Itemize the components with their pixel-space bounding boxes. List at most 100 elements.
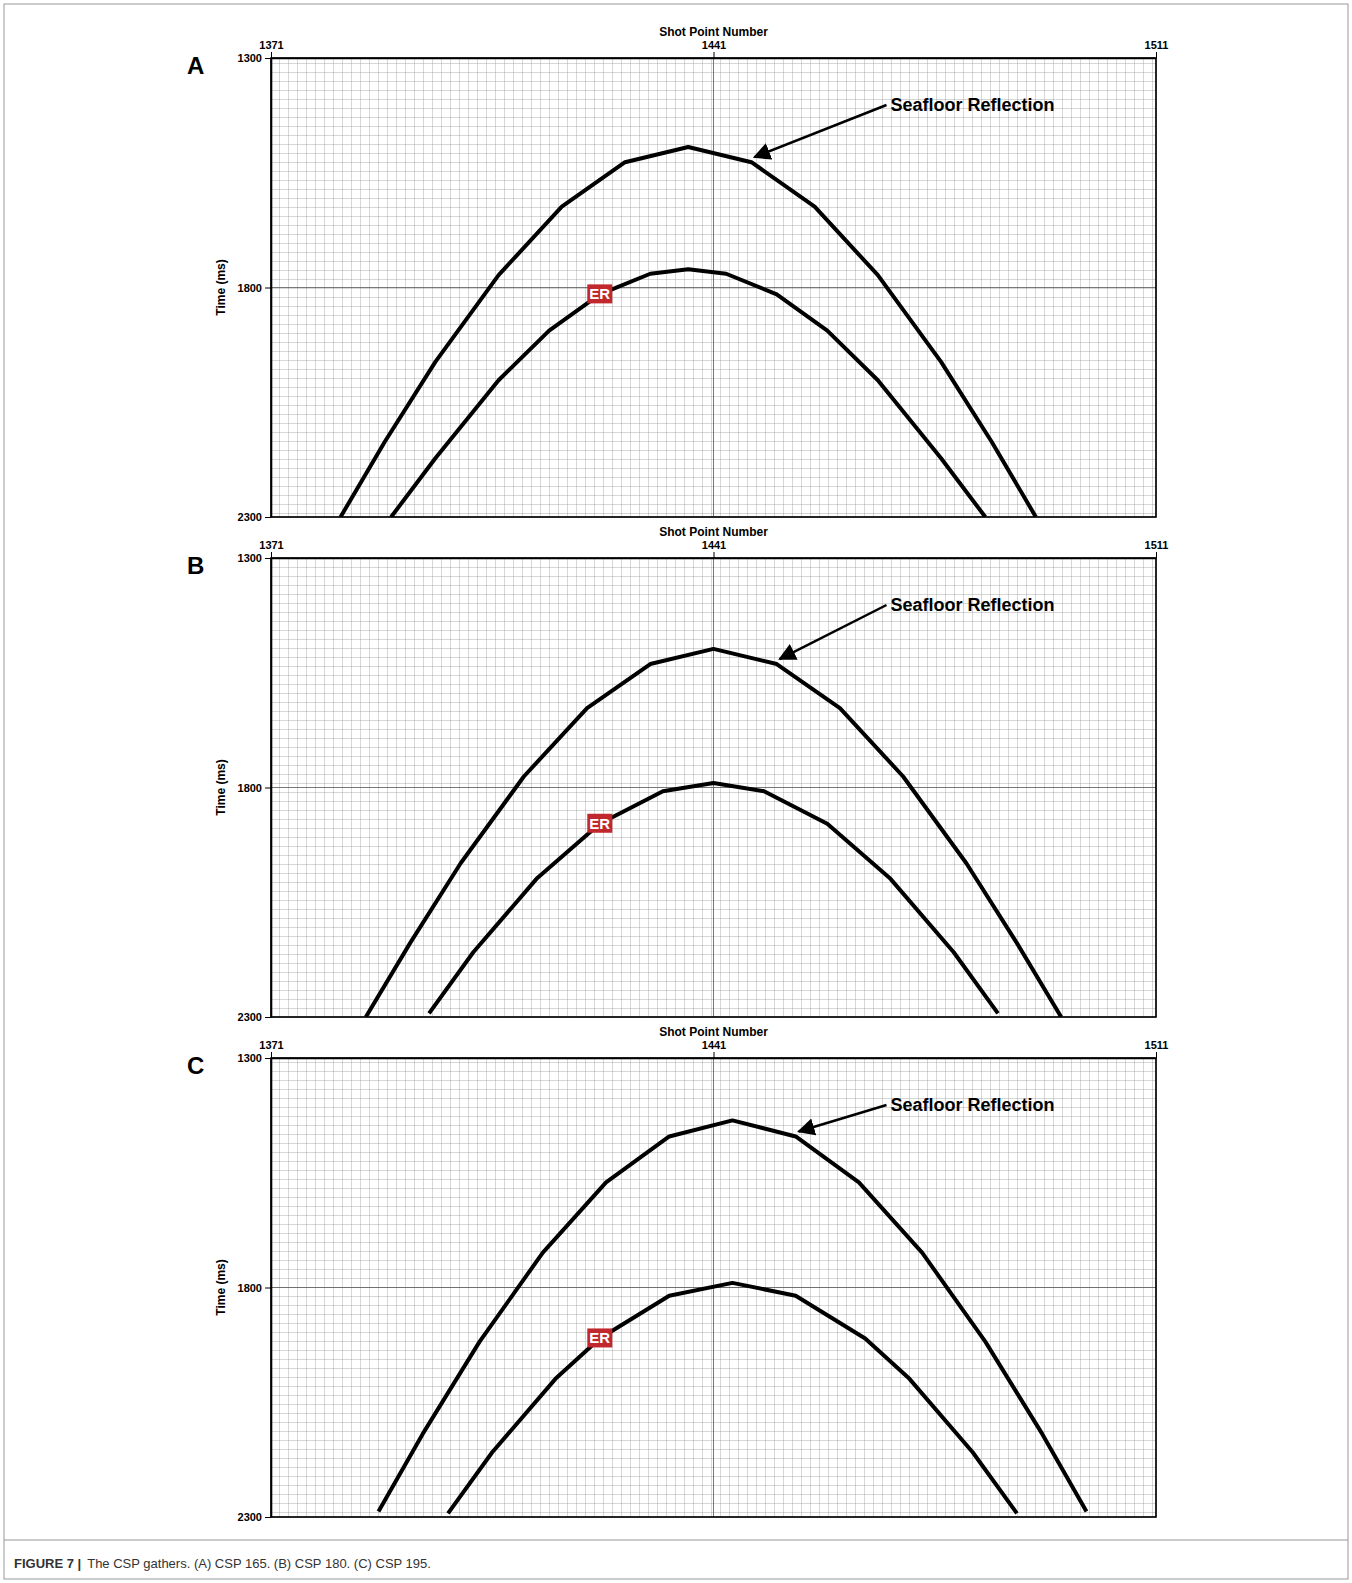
y-axis: 1300 1800 2300	[238, 552, 272, 1023]
x-tick-mark	[271, 552, 272, 558]
reflection-line	[341, 147, 1036, 517]
reflection-line	[429, 783, 998, 1013]
x-tick-mark	[271, 52, 272, 58]
y-tick-label: 2300	[238, 1011, 262, 1023]
x-axis-title: Shot Point Number	[659, 525, 768, 539]
x-tick: 1371	[259, 39, 283, 58]
x-tick-mark	[271, 1052, 272, 1058]
annotation-badge: ER	[587, 1328, 612, 1347]
x-tick-label: 1441	[702, 1039, 726, 1051]
x-tick: 1511	[1145, 539, 1169, 558]
marks	[366, 649, 1061, 1017]
plot-background	[271, 558, 1156, 1017]
annotation-label: Seafloor Reflection	[891, 1095, 1055, 1115]
x-tick: 1511	[1145, 1039, 1169, 1058]
x-tick: 1441	[702, 39, 726, 58]
plot-frame	[271, 558, 1156, 1017]
x-tick: 1371	[259, 539, 283, 558]
x-axis: 1371 1441 1511	[259, 539, 1168, 559]
annotation-arrow	[754, 105, 886, 157]
annotation-badge: ER	[587, 814, 612, 833]
caption-text: The CSP gathers. (A) CSP 165. (B) CSP 18…	[87, 1556, 431, 1571]
annotation-background	[587, 814, 612, 833]
x-tick: 1371	[259, 1039, 283, 1058]
annotation-label: ER	[589, 1329, 610, 1346]
marks	[378, 1120, 1086, 1513]
panel-letter: C	[187, 1052, 204, 1079]
panel-letter: A	[187, 52, 204, 79]
y-tick-label: 1800	[238, 282, 262, 294]
y-tick-mark	[265, 288, 271, 289]
caption-label: FIGURE 7 |	[14, 1556, 81, 1571]
y-tick-mark	[265, 58, 271, 59]
y-tick-label: 1300	[238, 552, 262, 564]
x-axis: 1371 1441 1511	[259, 1039, 1168, 1059]
grid-line	[271, 287, 1156, 288]
x-tick-mark	[1156, 52, 1157, 58]
annotation-arrow	[780, 605, 887, 659]
figure-border	[4, 4, 1348, 1579]
x-axis-title: Shot Point Number	[659, 1025, 768, 1039]
y-tick: 1800	[238, 282, 271, 294]
y-tick-mark	[265, 558, 271, 559]
reflection-line	[391, 269, 985, 517]
y-tick: 2300	[238, 1011, 271, 1023]
x-tick-label: 1511	[1145, 39, 1169, 51]
x-tick-label: 1371	[259, 539, 283, 551]
y-tick-label: 2300	[238, 511, 262, 523]
x-tick: 1441	[702, 539, 726, 558]
y-axis: 1300 1800 2300	[238, 52, 272, 523]
plot-frame	[271, 58, 1156, 517]
y-tick-label: 1300	[238, 1052, 262, 1064]
x-tick: 1511	[1145, 39, 1169, 58]
plot-frame	[271, 1058, 1156, 1517]
y-axis-title: Time (ms)	[214, 759, 228, 815]
y-tick-mark	[265, 517, 271, 518]
x-tick-label: 1511	[1145, 1039, 1169, 1051]
y-axis: 1300 1800 2300	[238, 1052, 272, 1523]
annotation-label: ER	[589, 285, 610, 302]
y-tick: 1800	[238, 1282, 271, 1294]
x-axis-title: Shot Point Number	[659, 25, 768, 39]
y-tick-mark	[265, 1058, 271, 1059]
y-tick: 1300	[238, 1052, 271, 1064]
x-tick-label: 1371	[259, 1039, 283, 1051]
caption-rule	[4, 1540, 1348, 1541]
y-tick-label: 1800	[238, 782, 262, 794]
x-axis: 1371 1441 1511	[259, 39, 1168, 59]
y-tick: 1300	[238, 52, 271, 64]
x-tick-mark	[1156, 552, 1157, 558]
x-tick-mark	[1156, 1052, 1157, 1058]
y-axis-title: Time (ms)	[214, 259, 228, 315]
annotation-label: Seafloor Reflection	[891, 95, 1055, 115]
x-tick-mark	[714, 1052, 715, 1058]
annotation-badge: ER	[587, 284, 612, 303]
x-tick-label: 1371	[259, 39, 283, 51]
annotation-arrow	[799, 1105, 887, 1131]
x-tick-label: 1511	[1145, 539, 1169, 551]
reflection-line	[378, 1120, 1086, 1511]
y-tick-label: 2300	[238, 1511, 262, 1523]
annotation-label: Seafloor Reflection	[891, 595, 1055, 615]
marks	[341, 147, 1036, 517]
panel: 1371 1441 1511 1300 1800 2300 Shot Point Numbe…	[187, 25, 1168, 523]
reflection-line	[448, 1283, 1017, 1513]
annotation-label: ER	[589, 815, 610, 832]
y-tick-mark	[265, 1017, 271, 1018]
y-tick-mark	[265, 1517, 271, 1518]
y-tick: 1300	[238, 552, 271, 564]
reflection-line	[366, 649, 1061, 1017]
x-tick-label: 1441	[702, 39, 726, 51]
y-tick: 2300	[238, 511, 271, 523]
y-tick-label: 1300	[238, 52, 262, 64]
x-tick-label: 1441	[702, 539, 726, 551]
y-tick-label: 1800	[238, 1282, 262, 1294]
y-axis-title: Time (ms)	[214, 1259, 228, 1315]
y-tick: 2300	[238, 1511, 271, 1523]
annotation-background	[587, 1328, 612, 1347]
y-tick-mark	[265, 1288, 271, 1289]
y-tick: 1800	[238, 782, 271, 794]
x-tick-mark	[714, 552, 715, 558]
y-tick-mark	[265, 788, 271, 789]
plot-background	[271, 58, 1156, 517]
